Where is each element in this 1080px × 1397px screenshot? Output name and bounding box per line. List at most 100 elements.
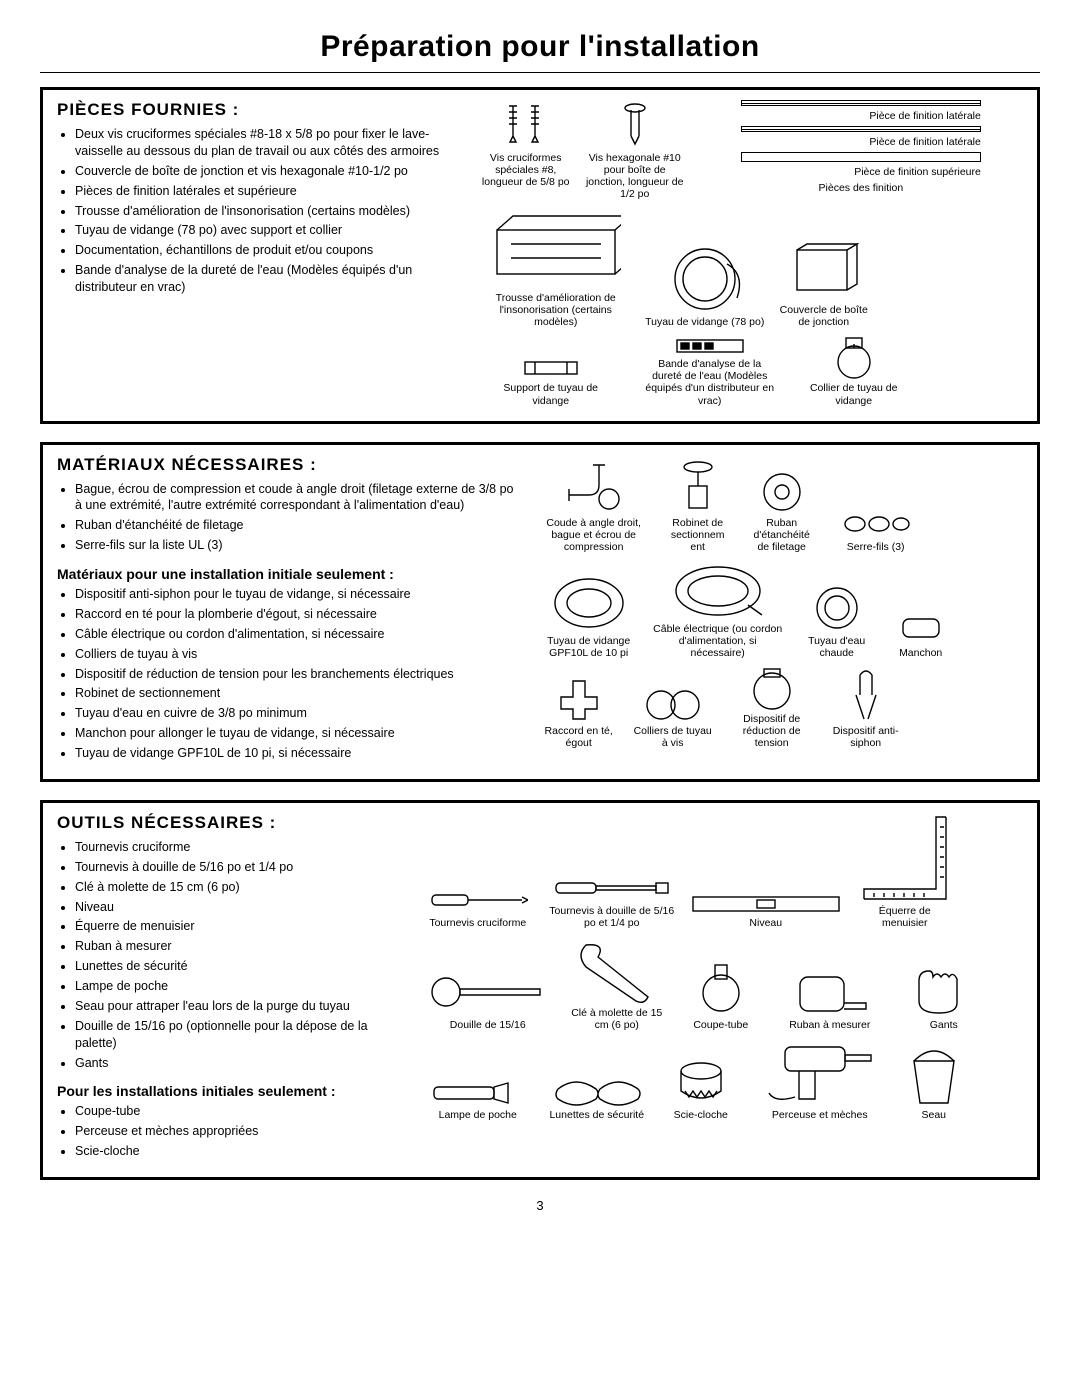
list-item: Robinet de sectionnement <box>75 685 521 702</box>
fig-caption: Équerre de menuisier <box>855 905 955 929</box>
fig-caption: Ruban à mesurer <box>789 1019 870 1031</box>
junction-box-cover-icon <box>789 242 859 302</box>
list-item: Lunettes de sécurité <box>75 958 405 975</box>
list-item: Tuyau de vidange (78 po) avec support et… <box>75 222 463 239</box>
tape-measure-icon <box>790 967 870 1017</box>
section-outils: OUTILS NÉCESSAIRES : Tournevis cruciform… <box>40 800 1040 1180</box>
list-item: Niveau <box>75 899 405 916</box>
fig-caption: Coupe-tube <box>693 1019 748 1031</box>
list-pieces-fournies: Deux vis cruciformes spéciales #8-18 x 5… <box>57 126 463 296</box>
list-item: Scie-cloche <box>75 1143 405 1160</box>
phillips-screwdriver-icon <box>428 885 528 915</box>
title-rule <box>40 72 1040 73</box>
list-item: Équerre de menuisier <box>75 918 405 935</box>
list-item: Dispositif anti-siphon pour le tuyau de … <box>75 586 521 603</box>
screw-icon <box>501 100 551 150</box>
page: Préparation pour l'installation PIÈCES F… <box>0 0 1080 1233</box>
wire-nuts-icon <box>841 509 911 539</box>
fig-caption: Coude à angle droit, bague et écrou de c… <box>539 517 649 553</box>
hole-saw-icon <box>676 1057 726 1107</box>
list-item: Couvercle de boîte de jonction et vis he… <box>75 163 463 180</box>
list-item: Trousse d'amélioration de l'insonorisati… <box>75 203 463 220</box>
gloves-icon <box>909 967 979 1017</box>
fig-caption: Serre-fils (3) <box>847 541 905 553</box>
drain-hose-10ft-icon <box>549 573 629 633</box>
list-item: Tuyau d'eau en cuivre de 3/8 po minimum <box>75 705 521 722</box>
fig-caption: Tournevis à douille de 5/16 po et 1/4 po <box>547 905 677 929</box>
fig-caption: Tournevis cruciforme <box>429 917 526 929</box>
list-materiaux: Bague, écrou de compression et coude à a… <box>57 481 521 555</box>
heading-materiaux: MATÉRIAUX NÉCESSAIRES : <box>57 455 521 475</box>
fig-caption: Clé à molette de 15 cm (6 po) <box>567 1007 667 1031</box>
list-item: Tuyau de vidange GPF10L de 10 pi, si néc… <box>75 745 521 762</box>
heading-outils: OUTILS NÉCESSAIRES : <box>57 813 405 833</box>
list-item: Ruban à mesurer <box>75 938 405 955</box>
heading-pieces-fournies: PIÈCES FOURNIES : <box>57 100 463 120</box>
drain-hose-icon <box>655 244 755 314</box>
list-item: Clé à molette de 15 cm (6 po) <box>75 879 405 896</box>
fig-caption: Tuyau d'eau chaude <box>797 635 877 659</box>
list-item: Deux vis cruciformes spéciales #8-18 x 5… <box>75 126 463 160</box>
electrical-cable-icon <box>668 561 768 621</box>
fig-caption: Support de tuyau de vidange <box>486 382 616 406</box>
fig-caption: Manchon <box>899 647 942 659</box>
flashlight-icon <box>428 1079 528 1107</box>
list-item: Dispositif de réduction de tension pour … <box>75 666 521 683</box>
list-item: Seau pour attraper l'eau lors de la purg… <box>75 998 405 1015</box>
nut-driver-icon <box>552 873 672 903</box>
list-item: Lampe de poche <box>75 978 405 995</box>
fig-caption: Raccord en té, égout <box>539 725 619 749</box>
section-materiaux: MATÉRIAUX NÉCESSAIRES : Bague, écrou de … <box>40 442 1040 782</box>
list-item: Ruban d'étanchéité de filetage <box>75 517 521 534</box>
elbow-fitting-icon <box>559 455 629 515</box>
fig-caption: Vis cruciformes spéciales #8, longueur d… <box>481 152 571 188</box>
fig-caption: Couvercle de boîte de jonction <box>779 304 869 328</box>
list-item: Gants <box>75 1055 405 1072</box>
fig-caption: Collier de tuyau de vidange <box>799 382 909 406</box>
kit-icon <box>491 210 621 290</box>
fig-caption: Lampe de poche <box>439 1109 517 1121</box>
hex-screw-icon <box>615 100 655 150</box>
fig-caption: Douille de 15/16 <box>450 1019 526 1031</box>
list-item: Documentation, échantillons de produit e… <box>75 242 463 259</box>
figure-area-materiaux: Coude à angle droit, bague et écrou de c… <box>539 455 1023 765</box>
bucket-icon <box>906 1047 962 1107</box>
fig-caption: Lunettes de sécurité <box>549 1109 644 1121</box>
adjustable-wrench-icon <box>572 935 662 1005</box>
list-item: Colliers de tuyau à vis <box>75 646 521 663</box>
teflon-tape-icon <box>759 469 805 515</box>
level-icon <box>691 893 841 915</box>
list-item: Bande d'analyse de la dureté de l'eau (M… <box>75 262 463 296</box>
list-item: Tournevis cruciforme <box>75 839 405 856</box>
fig-caption: Seau <box>921 1109 946 1121</box>
fig-caption: Tuyau de vidange (78 po) <box>645 316 764 328</box>
list-outils: Tournevis cruciforme Tournevis à douille… <box>57 839 405 1072</box>
hot-water-line-icon <box>807 583 867 633</box>
fig-caption: Gants <box>930 1019 958 1031</box>
fig-caption: Robinet de sectionnem ent <box>663 517 733 553</box>
fig-caption: Niveau <box>749 917 782 929</box>
list-item: Douille de 15/16 po (optionnelle pour la… <box>75 1018 405 1052</box>
figure-area-outils: Tournevis cruciforme Tournevis à douille… <box>423 813 1023 1163</box>
fig-caption: Ruban d'étanchéité de filetage <box>747 517 817 553</box>
fig-caption: Dispositif anti-siphon <box>831 725 901 749</box>
test-strip-icon <box>675 338 745 356</box>
fig-caption: Scie-cloche <box>674 1109 728 1121</box>
fig-caption: Pièces des finition <box>741 182 981 194</box>
list-item: Pièces de finition latérales et supérieu… <box>75 183 463 200</box>
fig-caption: Pièce de finition supérieure <box>741 166 981 178</box>
hose-bracket-icon <box>521 356 581 380</box>
fig-caption: Colliers de tuyau à vis <box>633 725 713 749</box>
list-item: Câble électrique ou cordon d'alimentatio… <box>75 626 521 643</box>
fig-caption: Câble électrique (ou cordon d'alimentati… <box>653 623 783 659</box>
fig-caption: Trousse d'amélioration de l'insonorisati… <box>491 292 621 328</box>
fig-caption: Perceuse et mèches <box>772 1109 868 1121</box>
list-item: Tournevis à douille de 5/16 po et 1/4 po <box>75 859 405 876</box>
list-item: Raccord en té pour la plomberie d'égout,… <box>75 606 521 623</box>
fig-caption: Vis hexagonale #10 pour boîte de jonctio… <box>585 152 685 200</box>
fig-caption: Bande d'analyse de la dureté de l'eau (M… <box>645 358 775 406</box>
list-item: Perceuse et mèches appropriées <box>75 1123 405 1140</box>
figure-area-pieces: Vis cruciformes spéciales #8, longueur d… <box>481 100 1023 407</box>
safety-glasses-icon <box>552 1073 642 1107</box>
square-icon <box>860 813 950 903</box>
